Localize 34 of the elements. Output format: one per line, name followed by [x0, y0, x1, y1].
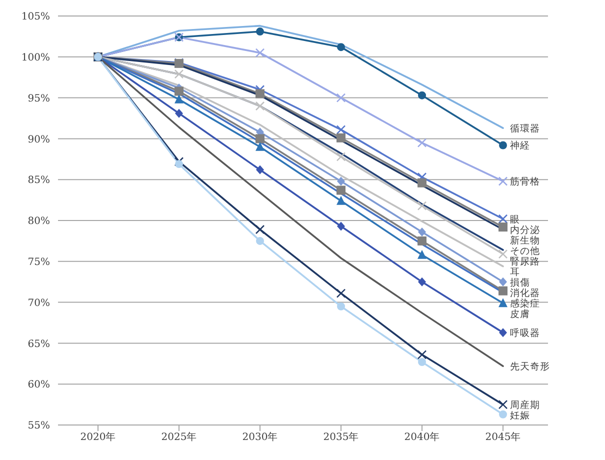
y-tick-label: 100%	[21, 52, 50, 64]
x-tick-label: 2035年	[323, 431, 359, 444]
series-label: 感染症	[510, 297, 540, 310]
x-tick-label: 2045年	[485, 431, 521, 444]
series-label: 神経	[510, 140, 530, 152]
x-tick-label: 2040年	[404, 431, 440, 444]
x-tick-label: 2030年	[242, 431, 278, 444]
y-tick-label: 75%	[28, 256, 50, 268]
y-tick-label: 65%	[28, 338, 50, 350]
series-label: 耳	[510, 266, 520, 278]
y-tick-label: 95%	[28, 93, 50, 104]
series-label: 妊娠	[510, 410, 530, 422]
series-label: 循環器	[510, 124, 540, 135]
series-label: 周産期	[510, 399, 540, 412]
series-label: 損傷	[510, 276, 530, 288]
series-label: 呼吸器	[510, 327, 540, 340]
series-label: 眼	[510, 214, 520, 226]
series-label: 内分泌	[510, 224, 540, 236]
y-tick-label: 90%	[28, 134, 50, 146]
series-label: 消化器	[510, 286, 540, 299]
x-tick-label: 2020年	[80, 431, 116, 444]
series-label: 皮膚	[510, 308, 530, 320]
series-label: その他	[510, 244, 540, 257]
y-tick-label: 85%	[28, 175, 50, 186]
y-tick-label: 60%	[28, 380, 50, 391]
y-tick-label: 55%	[28, 420, 50, 432]
x-tick-label: 2025年	[161, 431, 197, 444]
series-label: 新生物	[510, 234, 540, 246]
series-label: 腎尿路	[510, 255, 540, 268]
y-tick-label: 70%	[28, 298, 50, 309]
y-tick-label: 80%	[28, 216, 50, 228]
y-tick-label: 105%	[21, 12, 50, 23]
series-label: 筋骨格	[510, 176, 540, 188]
series-label: 先天奇形	[510, 360, 550, 373]
